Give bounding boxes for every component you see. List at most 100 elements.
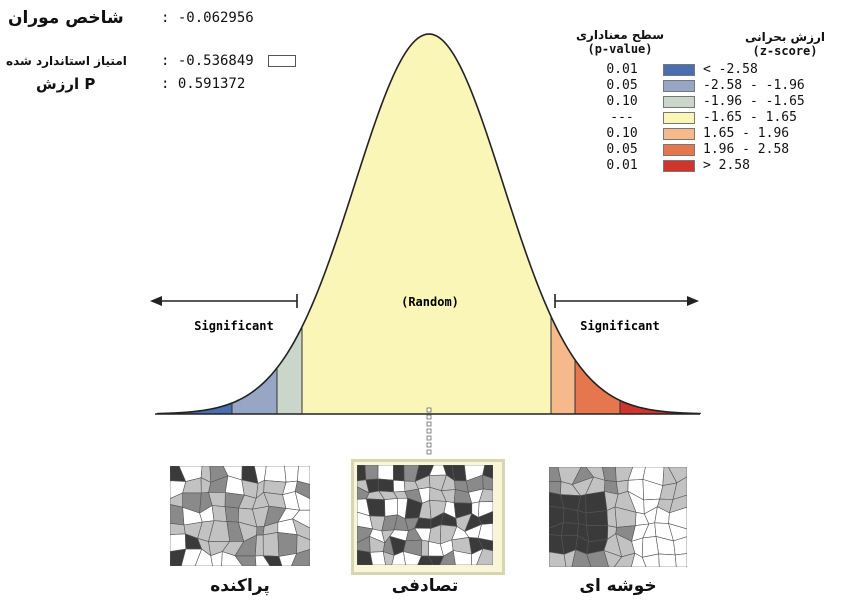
legend-swatch (663, 96, 695, 108)
map-polygon (613, 552, 636, 567)
map-polygon (603, 550, 623, 567)
map-polygon (421, 539, 430, 557)
map-polygon (571, 549, 592, 567)
map-polygon (668, 506, 687, 530)
legend-row: 0.01 < -2.58 (595, 62, 835, 78)
map-polygon (364, 465, 379, 481)
map-polygon (672, 476, 687, 500)
map-polygon (673, 536, 687, 556)
legend-zscore: 1.96 - 2.58 (703, 142, 790, 157)
map-polygon (170, 522, 186, 535)
map-polygon (366, 498, 386, 517)
map-polygon (210, 551, 223, 566)
curve-bands (158, 34, 700, 414)
map-polygon (170, 548, 187, 566)
map-polygon (369, 551, 386, 565)
map-polygon (476, 548, 493, 565)
map-polygon (221, 551, 243, 566)
map-polygon (292, 509, 310, 529)
map-polygon (292, 518, 310, 541)
center-mark (426, 407, 432, 413)
normal-curve-diagram: (Random) Significant Significant (150, 33, 701, 455)
legend-row: 0.01 > 2.58 (595, 158, 835, 174)
map-polygon (294, 480, 310, 500)
legend-zscore: -2.58 - -1.96 (703, 78, 805, 93)
right-significant-label: Significant (580, 319, 659, 333)
legend-pvalue: 0.05 (606, 142, 638, 157)
map-polygon (668, 467, 687, 484)
stat-row-z-score: : -0.536849 امتیاز استاندارد شده (6, 49, 306, 73)
legend-pvalue: 0.10 (606, 94, 638, 109)
center-mark (426, 435, 432, 441)
map-polygon (297, 466, 310, 485)
map-polygon (674, 553, 687, 567)
random-pattern-map (357, 465, 493, 565)
map-polygon (477, 501, 493, 518)
legend-swatch (663, 160, 695, 172)
map-polygon (562, 507, 579, 524)
legend-zscore: 1.65 - 1.96 (703, 126, 790, 141)
map-polygon (403, 551, 422, 565)
legend-zscore-sub: (z-score) (752, 44, 818, 58)
map-polygon (577, 510, 587, 526)
legend-row: 0.10 -1.96 - -1.65 (595, 94, 835, 110)
clustered-pattern-map (549, 467, 687, 567)
curve-band (620, 34, 700, 414)
curve-band (302, 34, 551, 414)
right-arrow-head (687, 296, 699, 306)
map-polygon (294, 490, 310, 511)
left-significant-label: Significant (194, 319, 273, 333)
map-polygon (391, 551, 406, 565)
stat-row-moran-index: : -0.062956 شاخص موران (6, 6, 306, 30)
legend-zscore: -1.96 - -1.65 (703, 94, 805, 109)
curve-band (551, 34, 575, 414)
dispersed-pattern-map (170, 466, 310, 566)
map-polygon (658, 553, 677, 567)
map-polygon (477, 537, 493, 552)
legend-pvalue-title: سطح معناداری (575, 28, 665, 42)
center-mark (426, 414, 432, 420)
center-mark (426, 421, 432, 427)
map-polygon (439, 550, 456, 565)
curve-band (575, 34, 620, 414)
map-polygon (549, 551, 567, 567)
legend-row: 0.05 1.96 - 2.58 (595, 142, 835, 158)
legend-pvalue: 0.05 (606, 78, 638, 93)
legend-row: 0.05 -2.58 - -1.96 (595, 78, 835, 94)
legend-pvalue: 0.01 (606, 158, 638, 173)
map-polygon (263, 466, 287, 483)
curve-band (158, 34, 232, 414)
map-polygon (561, 522, 579, 537)
curve-band (277, 34, 302, 414)
map-polygon (384, 498, 398, 517)
curve-outline (157, 33, 701, 415)
map-polygon (194, 548, 213, 566)
stat-label: امتیاز استاندارد شده (6, 54, 127, 68)
map-polygon (428, 555, 445, 565)
map-polygon (668, 523, 687, 542)
stat-value: : -0.536849 (161, 53, 254, 69)
map-polygon (262, 555, 283, 566)
legend-swatch (663, 128, 695, 140)
legend-swatch (663, 64, 695, 76)
center-mark (426, 449, 432, 455)
map-polygon (357, 465, 367, 482)
map-polygon (641, 553, 660, 567)
map-polygon (478, 488, 493, 503)
stat-value: : -0.062956 (161, 10, 254, 26)
map-polygon (377, 478, 394, 493)
center-mark (426, 442, 432, 448)
legend-swatch (663, 144, 695, 156)
map-polygon (477, 523, 493, 542)
legend-swatch (663, 112, 695, 124)
map-polygon (224, 506, 240, 523)
map-polygon (452, 550, 473, 565)
curve-band (232, 34, 277, 414)
map-polygon (585, 491, 608, 514)
map-polygon (451, 465, 467, 482)
map-polygon (393, 479, 406, 493)
legend-pvalue-header: سطح معناداری (p-value) (560, 28, 680, 56)
stat-swatch (268, 55, 296, 67)
legend-row: --- -1.65 - 1.65 (595, 110, 835, 126)
